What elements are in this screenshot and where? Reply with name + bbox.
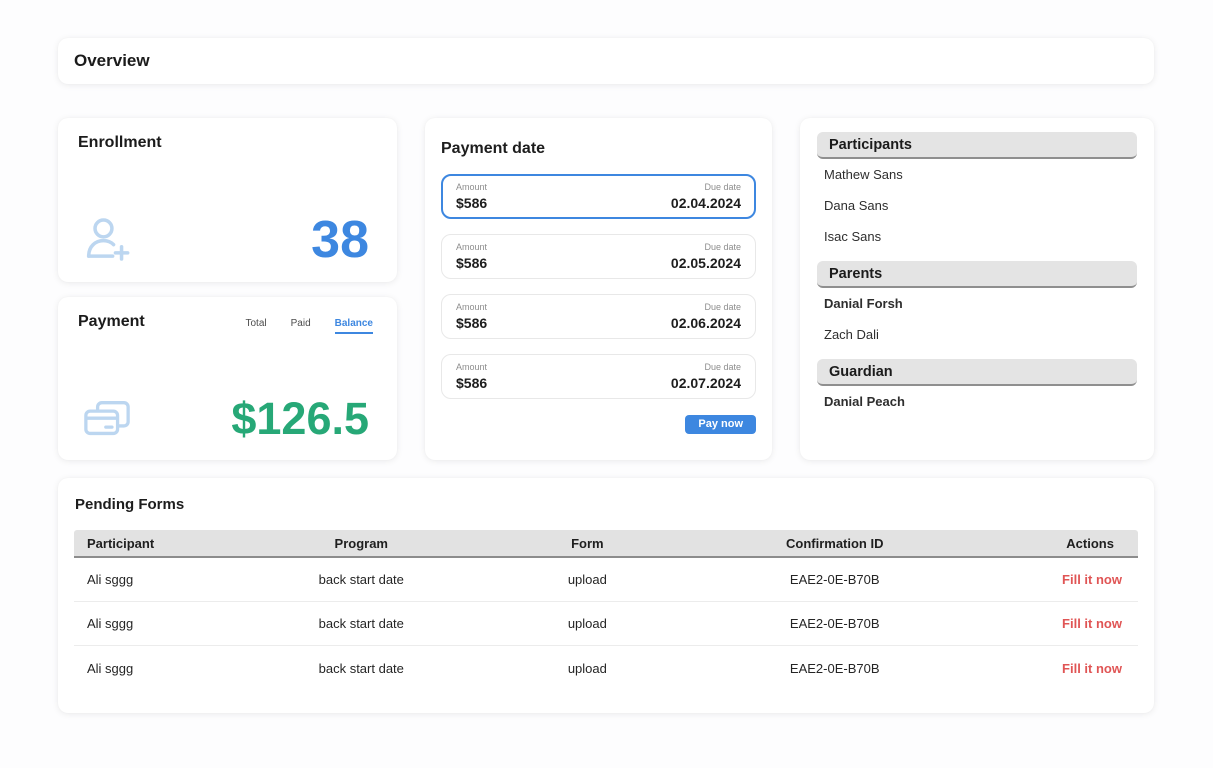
amount-label: Amount [456,182,488,192]
person-name: Isac Sans [824,229,882,244]
payment-title: Payment [78,312,145,330]
form-cell: upload [567,660,607,676]
dashboard-page: Overview Enrollment [58,38,1154,713]
column-header-actions: Actions [1066,535,1114,551]
participant-cell: Ali sggg [87,616,134,631]
pay-now-button[interactable]: Pay now [685,415,756,434]
payment-value: $126.5 [231,393,369,445]
due-date-label: Due date [704,182,741,192]
installment-row[interactable]: Amount $586 Due date 02.07.2024 [441,354,756,399]
payment-tab-balance[interactable]: Balance [334,318,373,334]
confirmation-id-cell: EAE2-0E-B70B [789,572,880,587]
payment-tabs: Total Paid Balance [246,313,378,334]
payment-card-header: Payment Total Paid Balance [78,313,377,334]
column-header-program: Program [334,535,388,551]
installment-row[interactable]: Amount $586 Due date 02.06.2024 [441,294,756,339]
pending-forms-card: Pending Forms Participant Program Form Conf… [58,478,1154,713]
installment-due-cell: Due date 02.05.2024 [671,242,741,271]
left-column: Enrollment 38 [58,118,397,460]
person-add-icon [78,212,136,266]
installment-row[interactable]: Amount $586 Due date 02.04.2024 [441,174,756,219]
payment-card-body: $126.5 [78,390,377,444]
payment-tab-paid[interactable]: Paid [290,317,311,329]
installment-due-cell: Due date 02.04.2024 [671,182,741,211]
pending-forms-table-header: Participant Program Form Confirmation ID Act… [74,530,1138,558]
payment-card: Payment Total Paid Balance $126.5 [58,296,397,460]
installment-row[interactable]: Amount $586 Due date 02.05.2024 [441,234,756,279]
program-cell: back start date [318,660,404,676]
enrollment-value: 38 [311,211,369,270]
overview-header-bar: Overview [58,38,1154,84]
pending-forms-title: Pending Forms [75,496,185,513]
due-date-label: Due date [704,362,741,372]
pending-forms-table-body: Ali sggg back start date upload EAE2-0E-B70… [74,558,1138,690]
installment-due-cell: Due date 02.06.2024 [671,302,741,331]
installment-amount-cell: Amount $586 [456,362,487,391]
person-name: Mathew Sans [824,167,903,182]
enrollment-title: Enrollment [78,134,162,151]
page-title: Overview [74,51,150,70]
person-name: Dana Sans [824,198,889,213]
fill-it-now-link[interactable]: Fill it now [1062,660,1122,676]
payment-date-title: Payment date [441,140,546,157]
fill-it-now-link[interactable]: Fill it now [1062,572,1122,587]
fill-it-now-link[interactable]: Fill it now [1062,616,1122,631]
amount-label: Amount [456,362,488,372]
payment-date-card: Payment date Amount $586 Due date 02.04.202… [425,118,772,460]
due-date-value: 02.04.2024 [670,195,741,211]
program-cell: back start date [318,572,404,587]
person-name: Danial Forsh [824,296,903,311]
table-row: Ali sggg back start date upload EAE2-0E-B70… [74,646,1138,690]
people-section-guardian: Guardian Danial Peach [817,359,1137,417]
enrollment-card-header: Enrollment [78,134,377,152]
table-row: Ali sggg back start date upload EAE2-0E-B70… [74,602,1138,646]
amount-label: Amount [456,242,488,252]
people-section-participants: Participants Mathew Sans Dana Sans Isac San… [817,132,1137,252]
person-name: Zach Dali [824,327,879,342]
payment-tab-total[interactable]: Total [245,317,267,329]
due-date-value: 02.05.2024 [670,255,741,271]
enrollment-card-body: 38 [78,212,377,266]
due-date-label: Due date [704,242,741,252]
participant-cell: Ali sggg [87,660,134,676]
confirmation-id-cell: EAE2-0E-B70B [789,660,880,676]
confirmation-id-cell: EAE2-0E-B70B [789,616,880,631]
credit-cards-icon [78,390,136,444]
participant-cell: Ali sggg [87,572,134,587]
table-row: Ali sggg back start date upload EAE2-0E-B70… [74,558,1138,602]
installment-amount-cell: Amount $586 [456,182,487,211]
section-header-participants: Participants [817,132,1137,159]
amount-value: $586 [456,315,488,331]
column-header-confirmation-id: Confirmation ID [785,535,884,551]
due-date-value: 02.06.2024 [670,315,741,331]
form-cell: upload [567,572,607,587]
section-header-guardian: Guardian [817,359,1137,386]
person-name: Danial Peach [824,394,905,409]
column-header-participant: Participant [87,535,155,551]
section-header-parents: Parents [817,261,1137,288]
installment-amount-cell: Amount $586 [456,242,487,271]
due-date-value: 02.07.2024 [670,375,741,391]
installment-due-cell: Due date 02.07.2024 [671,362,741,391]
people-card: Participants Mathew Sans Dana Sans Isac San… [800,118,1154,460]
amount-value: $586 [456,375,488,391]
amount-value: $586 [456,255,488,271]
people-section-parents: Parents Danial Forsh Zach Dali [817,261,1137,350]
cards-row: Enrollment 38 [58,118,1154,460]
column-header-form: Form [571,535,604,551]
enrollment-card: Enrollment 38 [58,118,397,282]
program-cell: back start date [318,616,404,631]
form-cell: upload [567,616,607,631]
installment-amount-cell: Amount $586 [456,302,487,331]
amount-value: $586 [456,195,488,211]
due-date-label: Due date [704,302,741,312]
amount-label: Amount [456,302,488,312]
payment-date-rows: Amount $586 Due date 02.04.2024 Amount $586 Du… [441,174,756,414]
